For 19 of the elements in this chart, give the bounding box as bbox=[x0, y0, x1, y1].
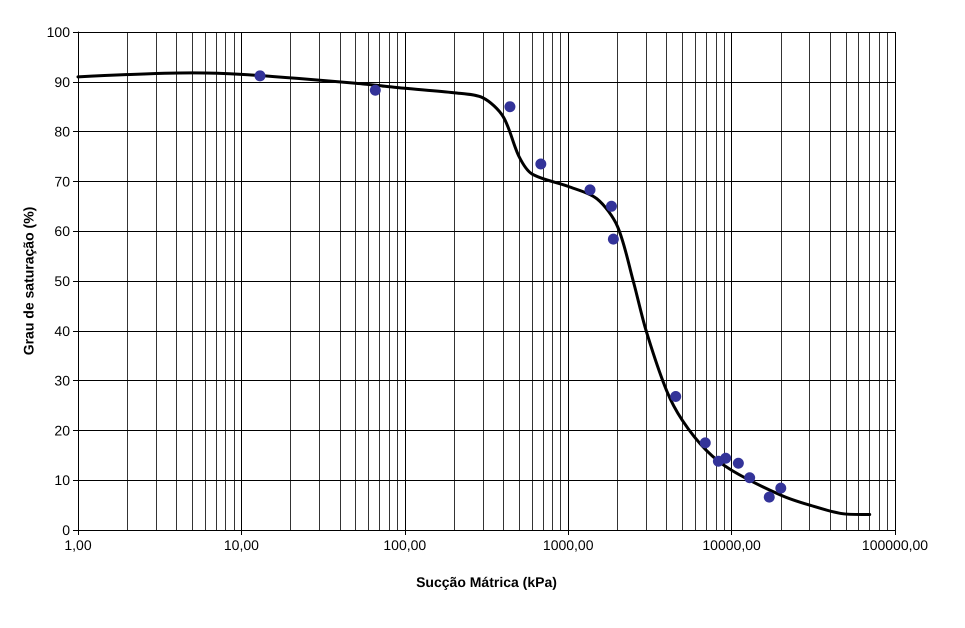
y-tick-label: 40 bbox=[54, 322, 70, 339]
y-tick-label: 10 bbox=[54, 472, 70, 488]
y-tick-label: 0 bbox=[62, 522, 70, 538]
x-tick-label: 100,00 bbox=[383, 537, 426, 553]
y-tick-label: 20 bbox=[54, 422, 70, 438]
y-tick-label: 30 bbox=[54, 372, 70, 389]
y-tick-label: 80 bbox=[54, 124, 70, 140]
x-axis-title: Sucção Mátrica (kPa) bbox=[416, 574, 557, 590]
y-tick-label: 70 bbox=[54, 173, 70, 190]
x-tick-label: 1000,00 bbox=[542, 537, 594, 553]
x-tick-label: 10,00 bbox=[224, 537, 260, 553]
y-tick-label: 90 bbox=[54, 74, 70, 90]
x-tick-label: 100000,00 bbox=[862, 537, 928, 553]
y-tick-label: 100 bbox=[46, 24, 70, 40]
y-tick-label: 60 bbox=[54, 223, 70, 240]
x-tick-label: 1,00 bbox=[64, 537, 92, 553]
y-axis-title: Grau de saturação (%) bbox=[20, 206, 37, 356]
y-tick-label: 50 bbox=[54, 273, 70, 289]
x-tick-label: 10000,00 bbox=[702, 537, 762, 553]
